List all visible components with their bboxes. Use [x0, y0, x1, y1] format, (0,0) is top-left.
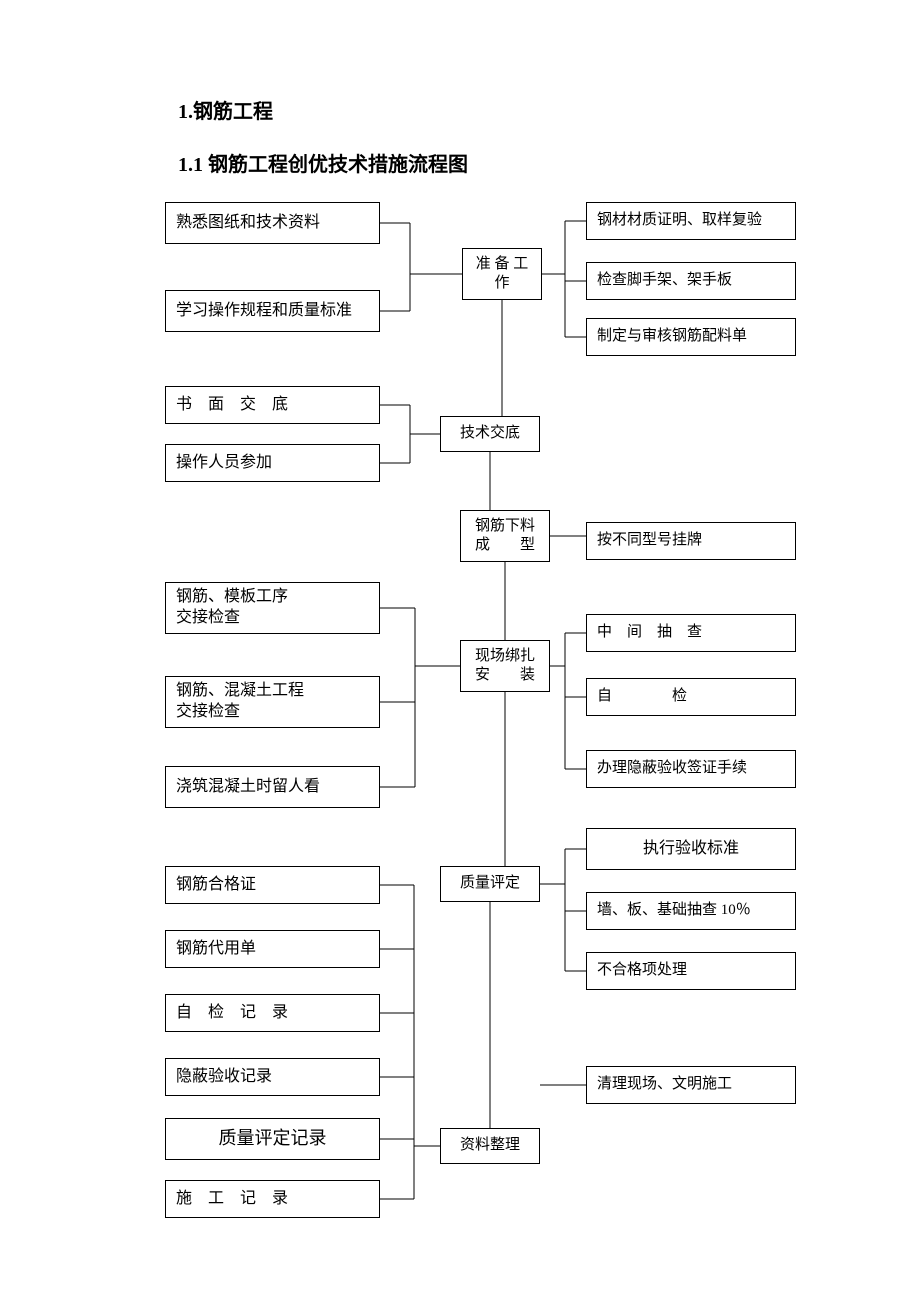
node-c3: 钢筋下料 成 型 — [460, 510, 550, 562]
node-r4: 按不同型号挂牌 — [586, 522, 796, 560]
node-l11: 隐蔽验收记录 — [165, 1058, 380, 1096]
node-l7: 浇筑混凝土时留人看 — [165, 766, 380, 808]
node-r1: 钢材材质证明、取样复验 — [586, 202, 796, 240]
node-l9: 钢筋代用单 — [165, 930, 380, 968]
node-l8: 钢筋合格证 — [165, 866, 380, 904]
node-c6: 资料整理 — [440, 1128, 540, 1164]
node-r9: 墙、板、基础抽查 10％ — [586, 892, 796, 930]
node-r6: 自 检 — [586, 678, 796, 716]
node-l4: 操作人员参加 — [165, 444, 380, 482]
node-c4: 现场绑扎 安 装 — [460, 640, 550, 692]
node-l1: 熟悉图纸和技术资料 — [165, 202, 380, 244]
node-c1: 准 备 工 作 — [462, 248, 542, 300]
node-l3: 书 面 交 底 — [165, 386, 380, 424]
node-l5: 钢筋、模板工序 交接检查 — [165, 582, 380, 634]
node-r2: 检查脚手架、架手板 — [586, 262, 796, 300]
heading-2: 1.1 钢筋工程创优技术措施流程图 — [178, 148, 468, 177]
node-r8: 执行验收标准 — [586, 828, 796, 870]
heading-1: 1.钢筋工程 — [178, 95, 273, 124]
node-r5: 中 间 抽 查 — [586, 614, 796, 652]
node-r11: 清理现场、文明施工 — [586, 1066, 796, 1104]
node-l13: 施 工 记 录 — [165, 1180, 380, 1218]
node-l2: 学习操作规程和质量标准 — [165, 290, 380, 332]
node-c5: 质量评定 — [440, 866, 540, 902]
node-r3: 制定与审核钢筋配料单 — [586, 318, 796, 356]
node-l12: 质量评定记录 — [165, 1118, 380, 1160]
node-l6: 钢筋、混凝土工程 交接检查 — [165, 676, 380, 728]
node-c2: 技术交底 — [440, 416, 540, 452]
node-r10: 不合格项处理 — [586, 952, 796, 990]
node-r7: 办理隐蔽验收签证手续 — [586, 750, 796, 788]
node-l10: 自 检 记 录 — [165, 994, 380, 1032]
